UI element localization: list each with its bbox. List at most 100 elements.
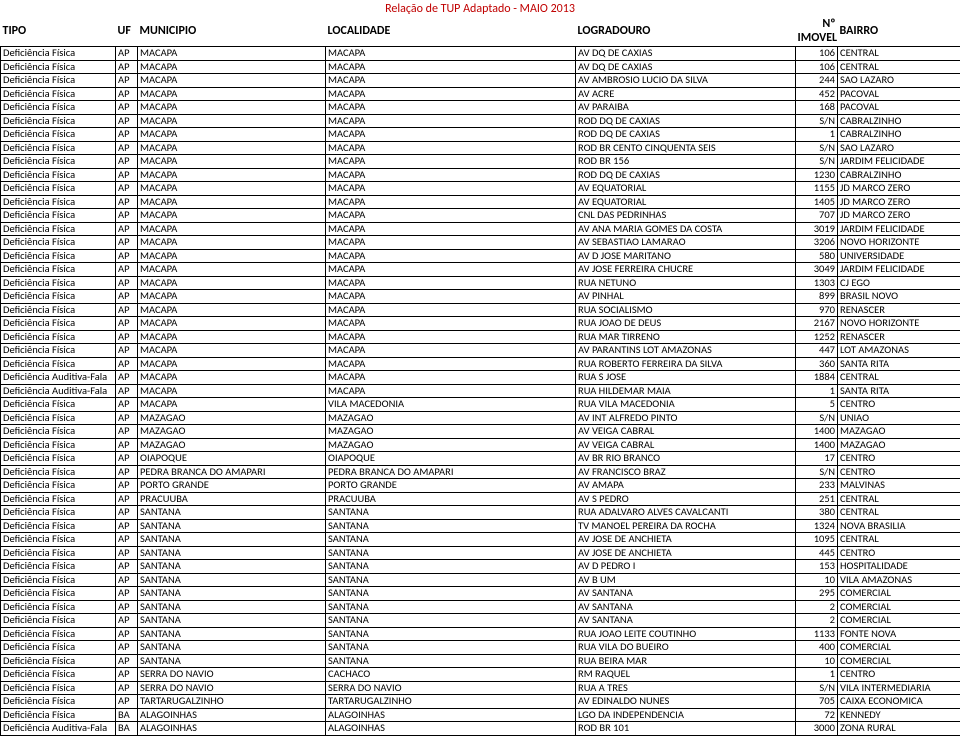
table-cell: AP	[116, 411, 138, 425]
table-row: Deficiência FísicaAPSERRA DO NAVIOSERRA …	[1, 681, 960, 695]
table-cell: AV PINHAL	[576, 290, 796, 304]
table-cell: CABRALZINHO	[838, 114, 960, 128]
table-row: Deficiência FísicaAPSANTANASANTANAAV SAN…	[1, 600, 960, 614]
table-cell: S/N	[796, 465, 838, 479]
col-header-bairro: BAIRRO	[838, 16, 960, 47]
table-cell: Deficiência Física	[1, 155, 116, 169]
table-cell: CENTRAL	[838, 492, 960, 506]
table-cell: Deficiência Física	[1, 141, 116, 155]
table-cell: AP	[116, 398, 138, 412]
table-cell: AP	[116, 668, 138, 682]
table-cell: SAO LAZARO	[838, 141, 960, 155]
table-cell: RUA BEIRA MAR	[576, 654, 796, 668]
table-cell: CABRALZINHO	[838, 128, 960, 142]
table-cell: CENTRO	[838, 546, 960, 560]
table-cell: AV VEIGA CABRAL	[576, 425, 796, 439]
table-cell: SANTANA	[138, 587, 326, 601]
table-cell: TARTARUGALZINHO	[138, 695, 326, 709]
table-cell: MACAPA	[326, 168, 576, 182]
table-cell: RUA VILA DO BUEIRO	[576, 641, 796, 655]
table-cell: 1	[796, 384, 838, 398]
table-cell: AP	[116, 222, 138, 236]
table-cell: CENTRAL	[838, 47, 960, 61]
table-cell: Deficiência Física	[1, 60, 116, 74]
table-cell: MAZAGAO	[326, 425, 576, 439]
table-cell: SANTANA	[138, 573, 326, 587]
table-cell: BRASIL NOVO	[838, 290, 960, 304]
table-cell: ROD BR CENTO CINQUENTA SEIS	[576, 141, 796, 155]
table-row: Deficiência FísicaAPMACAPAMACAPAROD BR C…	[1, 141, 960, 155]
table-cell: JD MARCO ZERO	[838, 195, 960, 209]
table-cell: 106	[796, 47, 838, 61]
table-cell: Deficiência Física	[1, 344, 116, 358]
table-cell: MAZAGAO	[138, 425, 326, 439]
table-cell: MACAPA	[326, 263, 576, 277]
table-cell: SANTANA	[326, 546, 576, 560]
table-cell: Deficiência Física	[1, 668, 116, 682]
table-cell: AV SANTANA	[576, 587, 796, 601]
table-cell: Deficiência Física	[1, 128, 116, 142]
table-row: Deficiência FísicaAPMAZAGAOMAZAGAOAV INT…	[1, 411, 960, 425]
table-row: Deficiência FísicaAPMACAPAMACAPARUA JOAO…	[1, 317, 960, 331]
table-cell: SANTANA	[326, 533, 576, 547]
table-cell: Deficiência Física	[1, 546, 116, 560]
table-cell: AV AMBROSIO LUCIO DA SILVA	[576, 74, 796, 88]
table-cell: PORTO GRANDE	[138, 479, 326, 493]
table-cell: PEDRA BRANCA DO AMAPARI	[138, 465, 326, 479]
table-cell: MAZAGAO	[326, 411, 576, 425]
table-cell: AP	[116, 519, 138, 533]
table-row: Deficiência FísicaAPMACAPAMACAPAAV EQUAT…	[1, 195, 960, 209]
table-cell: Deficiência Física	[1, 222, 116, 236]
table-cell: AP	[116, 344, 138, 358]
table-cell: AP	[116, 627, 138, 641]
table-cell: PRACUUBA	[138, 492, 326, 506]
table-cell: AP	[116, 438, 138, 452]
table-cell: 10	[796, 654, 838, 668]
table-cell: MACAPA	[326, 236, 576, 250]
table-cell: 360	[796, 357, 838, 371]
table-row: Deficiência FísicaAPMACAPAMACAPAAV PARAI…	[1, 101, 960, 115]
table-cell: 295	[796, 587, 838, 601]
table-cell: RUA JOAO DE DEUS	[576, 317, 796, 331]
table-cell: HOSPITALIDADE	[838, 560, 960, 574]
table-cell: VILA AMAZONAS	[838, 573, 960, 587]
table-cell: ZONA RURAL	[838, 722, 960, 736]
table-cell: Deficiência Física	[1, 452, 116, 466]
table-cell: AP	[116, 209, 138, 223]
table-cell: 970	[796, 303, 838, 317]
table-cell: SANTANA	[326, 654, 576, 668]
table-cell: AV SANTANA	[576, 600, 796, 614]
table-cell: MACAPA	[326, 128, 576, 142]
table-cell: AV JOSE DE ANCHIETA	[576, 533, 796, 547]
table-row: Deficiência FísicaAPPEDRA BRANCA DO AMAP…	[1, 465, 960, 479]
table-cell: AV BR RIO BRANCO	[576, 452, 796, 466]
table-cell: 3049	[796, 263, 838, 277]
table-cell: Deficiência Física	[1, 290, 116, 304]
table-cell: JD MARCO ZERO	[838, 182, 960, 196]
table-cell: LOT AMAZONAS	[838, 344, 960, 358]
table-cell: Deficiência Física	[1, 47, 116, 61]
table-cell: FONTE NOVA	[838, 627, 960, 641]
table-cell: MACAPA	[138, 155, 326, 169]
table-cell: PRACUUBA	[326, 492, 576, 506]
table-cell: 1	[796, 128, 838, 142]
table-cell: Deficiência Física	[1, 182, 116, 196]
table-cell: SANTANA	[138, 546, 326, 560]
table-cell: MACAPA	[326, 209, 576, 223]
table-cell: MACAPA	[326, 344, 576, 358]
table-cell: COMERCIAL	[838, 654, 960, 668]
table-cell: RUA ROBERTO FERREIRA DA SILVA	[576, 357, 796, 371]
table-cell: MACAPA	[326, 182, 576, 196]
table-cell: 168	[796, 101, 838, 115]
table-cell: AP	[116, 681, 138, 695]
table-cell: AV SEBASTIAO LAMARAO	[576, 236, 796, 250]
col-header-localidade: LOCALIDADE	[326, 16, 576, 47]
table-cell: COMERCIAL	[838, 614, 960, 628]
table-cell: MACAPA	[326, 357, 576, 371]
table-cell: AP	[116, 384, 138, 398]
col-header-logradouro: LOGRADOURO	[576, 16, 796, 47]
table-cell: COMERCIAL	[838, 641, 960, 655]
table-cell: SERRA DO NAVIO	[138, 668, 326, 682]
table-cell: Deficiência Física	[1, 236, 116, 250]
table-cell: 3206	[796, 236, 838, 250]
